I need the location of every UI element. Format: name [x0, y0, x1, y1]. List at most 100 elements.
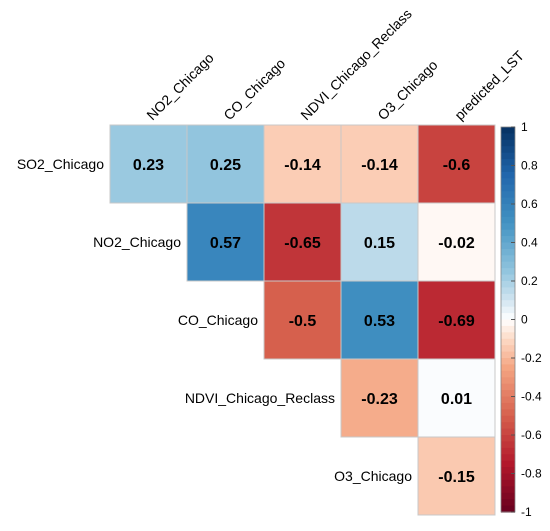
colorbar-segment [501, 255, 515, 263]
colorbar-segment [501, 133, 515, 141]
row-labels: SO2_Chicago NO2_Chicago CO_Chicago NDVI_Chi… [17, 156, 412, 484]
colorbar-segment [501, 473, 515, 481]
heatmap-cell [186, 124, 265, 204]
colorbar-segment [501, 358, 515, 366]
colorbar-segment [501, 216, 515, 224]
cell-value-label: 0.25 [210, 157, 241, 174]
colorbar-segment [501, 319, 515, 327]
colorbar-segment [501, 479, 515, 487]
heatmap-cell [109, 124, 188, 204]
colorbar-segment [501, 486, 515, 494]
colorbar-segment [501, 454, 515, 462]
row-label: SO2_Chicago [17, 156, 104, 172]
colorbar-segment [501, 165, 515, 173]
colorbar-segment [501, 229, 515, 237]
colorbar-segment [501, 293, 515, 301]
colorbar-segment [501, 351, 515, 359]
colorbar-segment [501, 306, 515, 314]
colorbar-segment [501, 383, 515, 391]
colorbar-segment [501, 139, 515, 147]
colorbar-segment [501, 409, 515, 417]
colorbar-segment [501, 236, 515, 244]
colorbar-segment [501, 242, 515, 250]
row-label: NO2_Chicago [93, 234, 181, 250]
colorbar-tick-label: -0.8 [521, 467, 542, 481]
colorbar-tick-label: -0.4 [521, 390, 542, 404]
colorbar-segment [501, 441, 515, 449]
heatmap-cell [263, 124, 342, 204]
colorbar-segment [501, 345, 515, 353]
cell-value-label: -0.65 [284, 235, 321, 252]
heatmap-cell [186, 202, 265, 282]
colorbar-segment [501, 300, 515, 308]
colorbar-segment [501, 287, 515, 295]
colorbar-segment [501, 499, 515, 507]
heatmap-cell [340, 202, 419, 282]
cell-value-label: 0.01 [441, 391, 472, 408]
row-label: NDVI_Chicago_Reclass [185, 390, 335, 406]
column-label: NO2_Chicago [143, 49, 217, 123]
column-label: O3_Chicago [374, 57, 440, 123]
colorbar-tick-label: -0.2 [521, 351, 542, 365]
colorbar-segment [501, 178, 515, 186]
colorbar-segment [501, 338, 515, 346]
colorbar-segment [501, 223, 515, 231]
heatmap-cell [417, 358, 496, 438]
colorbar-segment [501, 313, 515, 321]
colorbar-segment [501, 435, 515, 443]
colorbar-segment [501, 210, 515, 218]
colorbar-segment [501, 402, 515, 410]
column-label: predicted_LST [451, 47, 527, 123]
colorbar-segment [501, 261, 515, 269]
colorbar: 1 0.8 0.6 0.4 0.2 0 -0.2 -0.4 -0.6 -0.8 -1 [500, 120, 542, 519]
colorbar-segment [501, 428, 515, 436]
colorbar-segment [501, 268, 515, 276]
colorbar-segment [501, 184, 515, 192]
row-label: O3_Chicago [334, 468, 412, 484]
colorbar-segment [501, 159, 515, 167]
colorbar-segment [501, 197, 515, 205]
colorbar-segment [501, 152, 515, 160]
cell-value-label: 0.53 [364, 313, 395, 330]
colorbar-segment [501, 171, 515, 179]
colorbar-segment [501, 332, 515, 340]
cell-value-label: -0.23 [361, 391, 398, 408]
colorbar-segment [501, 422, 515, 430]
heatmap-cell [263, 280, 342, 360]
colorbar-segment [501, 274, 515, 282]
row-label: CO_Chicago [178, 312, 258, 328]
colorbar-tick-label: 0.8 [521, 159, 538, 173]
colorbar-tick-label: -0.6 [521, 428, 542, 442]
heatmap-cell [340, 124, 419, 204]
heatmap-cell [417, 124, 496, 204]
cell-value-label: -0.5 [289, 313, 317, 330]
colorbar-tick-label: 0 [521, 313, 528, 327]
cell-value-label: 0.57 [210, 235, 241, 252]
colorbar-segment [501, 377, 515, 385]
colorbar-segment [501, 467, 515, 475]
colorbar-segment [501, 325, 515, 333]
colorbar-segment [501, 370, 515, 378]
colorbar-segment [501, 415, 515, 423]
heatmap-cell [417, 436, 496, 516]
colorbar-tick-label: 0.2 [521, 274, 538, 288]
cell-value-label: -0.69 [438, 313, 475, 330]
colorbar-segment [501, 447, 515, 455]
colorbar-segment [501, 460, 515, 468]
colorbar-segment [501, 390, 515, 398]
colorbar-segment [501, 281, 515, 289]
heatmap-cell [417, 280, 496, 360]
cell-value-label: -0.14 [361, 157, 398, 174]
colorbar-segment [501, 396, 515, 404]
heatmap-cell [340, 358, 419, 438]
heatmap-value-labels: 0.23 0.25 -0.14 -0.14 -0.6 0.57 -0.65 0.15 -0.02… [133, 157, 475, 486]
colorbar-segment [501, 191, 515, 199]
cell-value-label: -0.15 [438, 469, 475, 486]
heatmap-cells [109, 124, 496, 516]
colorbar-tick-label: -1 [521, 505, 532, 519]
cell-value-label: -0.6 [443, 157, 471, 174]
colorbar-segment [501, 248, 515, 256]
column-labels: NO2_Chicago CO_Chicago NDVI_Chicago_Reclas… [143, 6, 527, 124]
colorbar-tick-label: 1 [521, 120, 528, 134]
